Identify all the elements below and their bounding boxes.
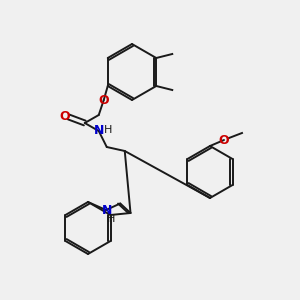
Text: O: O [219, 134, 229, 146]
Text: O: O [59, 110, 70, 124]
Text: H: H [107, 214, 115, 224]
Text: O: O [98, 94, 109, 107]
Text: N: N [102, 203, 112, 217]
Text: H: H [103, 125, 112, 135]
Text: N: N [94, 124, 104, 137]
